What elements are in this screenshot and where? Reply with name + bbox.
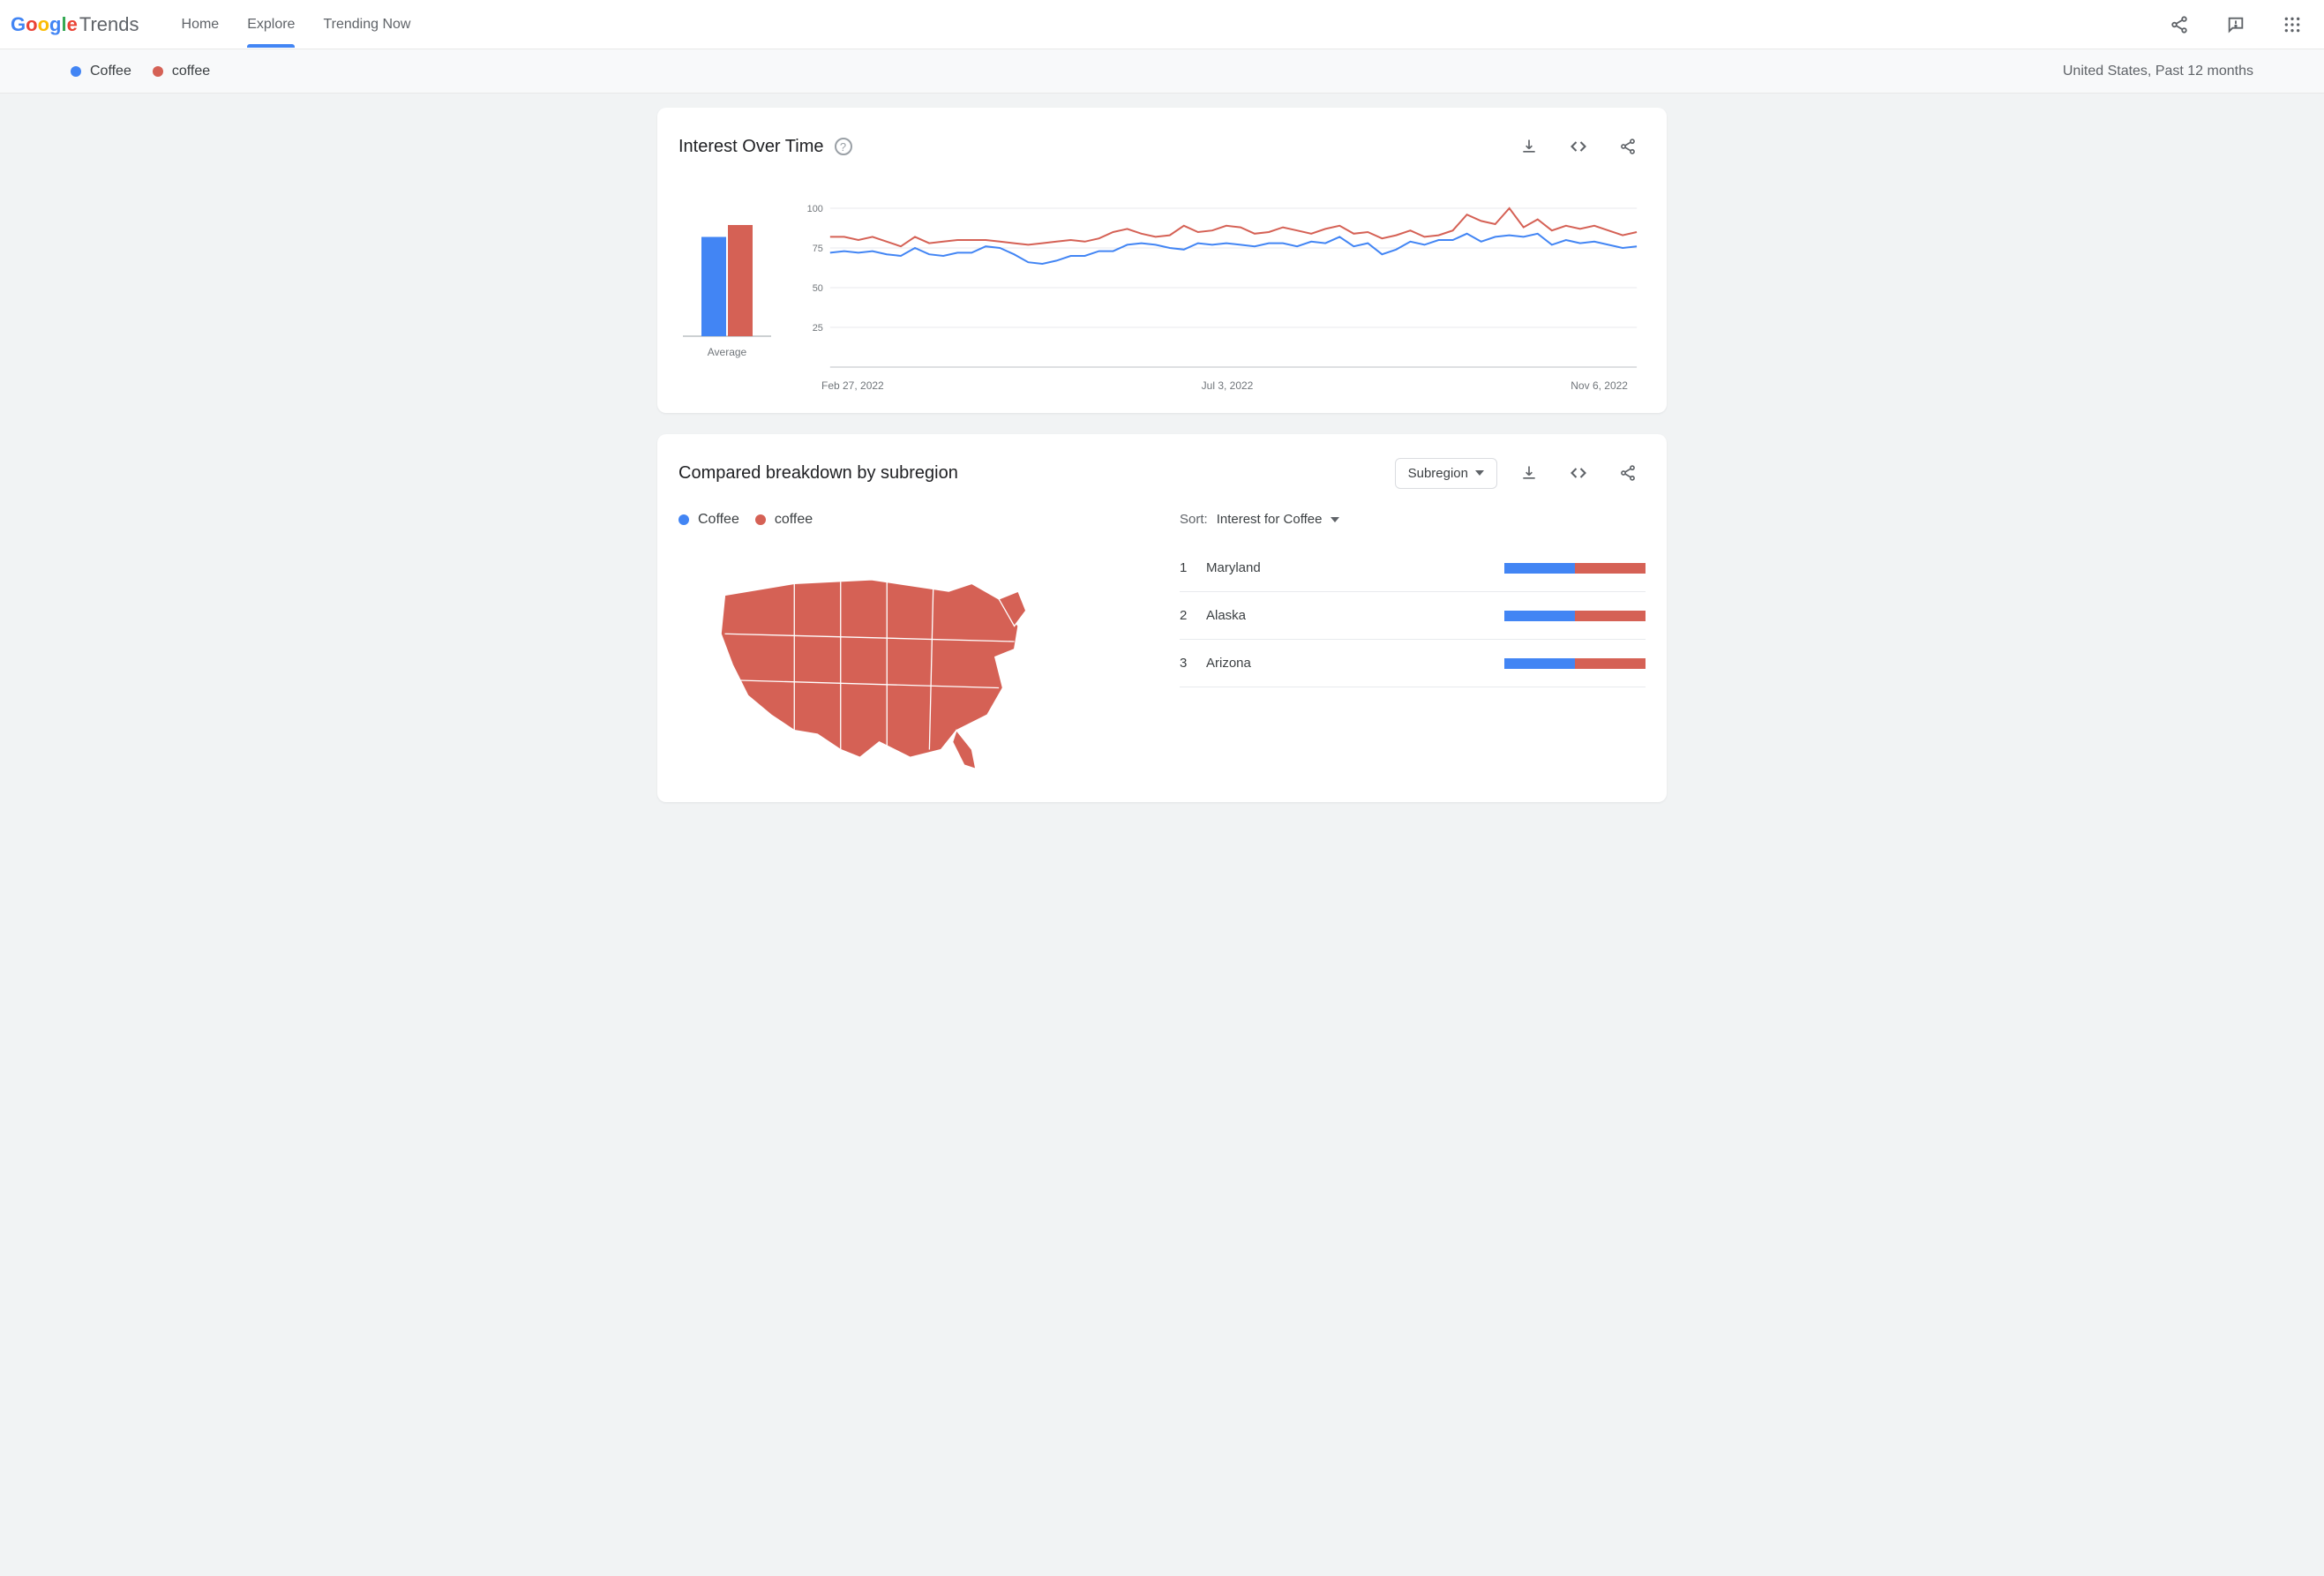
sub-legend-1-label: Coffee (698, 512, 739, 528)
share-card-icon[interactable] (1610, 129, 1646, 164)
subregion-select-label: Subregion (1408, 466, 1468, 481)
share-card-icon[interactable] (1610, 455, 1646, 491)
sort-row: Sort: Interest for Coffee (1180, 512, 1646, 527)
legend-dot-icon (755, 514, 766, 525)
legend-label-2: coffee (172, 64, 210, 79)
subregion-title: Compared breakdown by subregion (678, 463, 958, 484)
line-chart: 25 50 75 100 Feb 27, 2022 Jul 3, 2022 Nov 6… (804, 199, 1646, 392)
region-name: Maryland (1206, 560, 1504, 575)
subregion-actions: Subregion (1395, 455, 1646, 491)
sort-value[interactable]: Interest for Coffee (1217, 512, 1323, 527)
average-bars-svg (678, 199, 776, 341)
us-map[interactable] (678, 549, 1049, 781)
sub-legend-2: coffee (755, 512, 813, 528)
legend-label-1: Coffee (90, 64, 131, 79)
svg-text:100: 100 (807, 204, 823, 214)
card-header: Interest Over Time ? (678, 129, 1646, 164)
filter-legend: Coffee coffee (71, 64, 210, 79)
region-row[interactable]: 1 Maryland (1180, 544, 1646, 592)
sort-label: Sort: (1180, 512, 1208, 527)
average-label: Average (678, 346, 776, 358)
card-title-text: Interest Over Time (678, 137, 824, 157)
feedback-icon[interactable] (2218, 7, 2253, 42)
x-label-0: Feb 27, 2022 (821, 379, 884, 392)
nav-link-trending[interactable]: Trending Now (323, 3, 410, 47)
help-icon[interactable]: ? (835, 138, 852, 155)
svg-text:25: 25 (813, 323, 823, 334)
subregion-header: Compared breakdown by subregion Subregio… (678, 455, 1646, 491)
filter-bar: Coffee coffee United States, Past 12 mon… (0, 49, 2324, 94)
legend-dot-1 (71, 66, 81, 77)
subregion-body: Coffee coffee (678, 512, 1646, 781)
legend-dot-2 (153, 66, 163, 77)
chevron-down-icon (1475, 470, 1484, 476)
region-row[interactable]: 2 Alaska (1180, 592, 1646, 640)
filter-scope: United States, Past 12 months (2063, 64, 2253, 79)
x-axis-labels: Feb 27, 2022 Jul 3, 2022 Nov 6, 2022 (804, 376, 1646, 392)
nav-link-home[interactable]: Home (182, 3, 220, 47)
average-bars: Average (678, 199, 776, 392)
subregion-title-text: Compared breakdown by subregion (678, 463, 958, 484)
logo[interactable]: GoogleTrends (11, 13, 139, 36)
nav-links: Home Explore Trending Now (182, 3, 411, 47)
region-list: 1 Maryland 2 Alaska 3 Arizona (1180, 544, 1646, 687)
interest-over-time-card: Interest Over Time ? Average (657, 108, 1667, 413)
subregion-select[interactable]: Subregion (1395, 458, 1497, 489)
chart-area: Average 25 50 75 100 Feb 27, 2022 Jul 3, 20… (678, 199, 1646, 392)
top-nav: GoogleTrends Home Explore Trending Now (0, 0, 2324, 49)
legend-item-2: coffee (153, 64, 210, 79)
nav-right (2162, 7, 2310, 42)
region-rank: 2 (1180, 608, 1206, 623)
main-content: Interest Over Time ? Average (0, 94, 2324, 1576)
region-row[interactable]: 3 Arizona (1180, 640, 1646, 687)
region-split-bar (1504, 611, 1646, 621)
subregion-left: Coffee coffee (678, 512, 1144, 781)
download-icon[interactable] (1511, 455, 1547, 491)
nav-link-explore[interactable]: Explore (247, 3, 295, 47)
svg-text:75: 75 (813, 244, 823, 254)
sub-legend-2-label: coffee (775, 512, 813, 528)
region-split-bar (1504, 563, 1646, 574)
x-label-2: Nov 6, 2022 (1571, 379, 1628, 392)
chevron-down-icon (1331, 517, 1339, 522)
subregion-legend: Coffee coffee (678, 512, 1144, 528)
download-icon[interactable] (1511, 129, 1547, 164)
region-name: Arizona (1206, 656, 1504, 671)
region-rank: 3 (1180, 656, 1206, 671)
svg-text:50: 50 (813, 283, 823, 294)
sub-legend-1: Coffee (678, 512, 739, 528)
region-name: Alaska (1206, 608, 1504, 623)
line-chart-svg: 25 50 75 100 (804, 199, 1646, 376)
subregion-card: Compared breakdown by subregion Subregio… (657, 434, 1667, 802)
subregion-right: Sort: Interest for Coffee 1 Maryland 2 A… (1180, 512, 1646, 781)
logo-trends-text: Trends (79, 13, 139, 36)
region-split-bar (1504, 658, 1646, 669)
apps-grid-icon[interactable] (2275, 7, 2310, 42)
legend-item-1: Coffee (71, 64, 131, 79)
embed-icon[interactable] (1561, 129, 1596, 164)
share-icon[interactable] (2162, 7, 2197, 42)
legend-dot-icon (678, 514, 689, 525)
x-label-1: Jul 3, 2022 (1202, 379, 1254, 392)
card-title: Interest Over Time ? (678, 137, 852, 157)
embed-icon[interactable] (1561, 455, 1596, 491)
card-actions (1511, 129, 1646, 164)
region-rank: 1 (1180, 560, 1206, 575)
